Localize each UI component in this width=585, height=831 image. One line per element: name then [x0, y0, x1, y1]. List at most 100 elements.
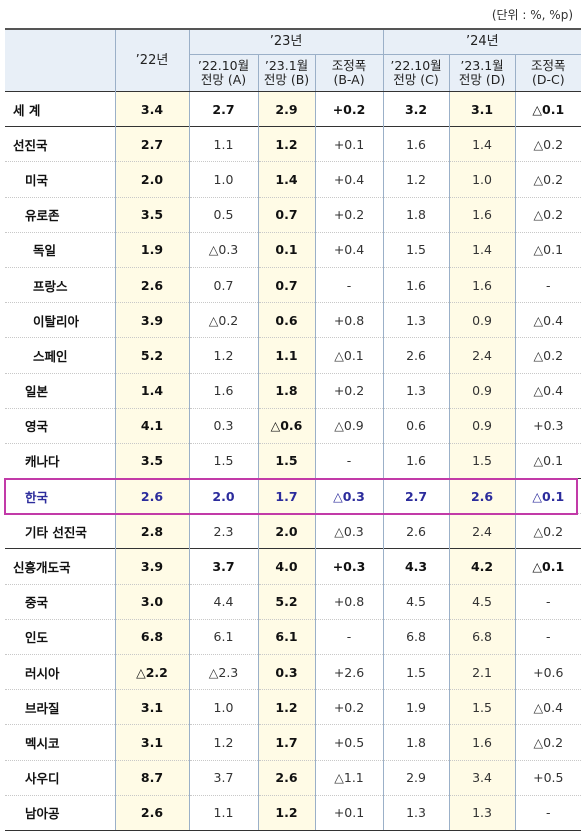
- table-cell: 1.4: [257, 161, 315, 198]
- table-cell: 1.6: [382, 443, 450, 480]
- table-cell: 3.1: [448, 90, 516, 128]
- table-cell: △0.1: [314, 337, 384, 374]
- table-cell: △0.2: [514, 724, 582, 761]
- table-cell: 3.2: [382, 90, 450, 128]
- table-cell: 1.6: [448, 267, 516, 304]
- table-cell: 2.7: [382, 478, 450, 515]
- table-cell: 0.5: [188, 197, 258, 233]
- header-oct-a-line2: 전망 (A): [200, 72, 247, 87]
- table-cell: 0.9: [448, 373, 516, 409]
- table-cell: 3.0: [114, 584, 189, 620]
- row-label: 미국: [5, 161, 115, 198]
- table-cell: 6.1: [188, 619, 258, 656]
- table-row-spain: 스페인 5.2 1.2 1.1 △0.1 2.6 2.4 △0.2: [5, 337, 582, 374]
- table-cell: 3.4: [114, 90, 189, 128]
- table-cell: 4.2: [448, 548, 516, 585]
- header-jan-d-line1: ’23.1월: [460, 58, 504, 73]
- table-cell: △0.3: [314, 513, 384, 550]
- table-cell: 1.7: [257, 724, 315, 761]
- header-adj-ba-line1: 조정폭: [331, 58, 367, 73]
- table-cell: +0.8: [314, 584, 384, 620]
- table-cell: 1.3: [382, 302, 450, 339]
- table-cell: -: [514, 267, 582, 304]
- table-cell: +0.8: [314, 302, 384, 339]
- header-corner: [5, 29, 115, 92]
- table-cell: 0.3: [257, 654, 315, 691]
- table-cell: △2.3: [188, 654, 258, 691]
- header-2022: ’22년: [114, 29, 189, 92]
- row-label: 한국: [5, 478, 115, 515]
- table-cell: 2.6: [382, 337, 450, 374]
- table-cell: +0.5: [314, 724, 384, 761]
- table-cell: 0.7: [257, 267, 315, 304]
- table-cell: 1.8: [257, 373, 315, 409]
- header-adj-dc-line2: (D-C): [531, 72, 565, 87]
- header-oct-a-line1: ’22.10월: [197, 58, 250, 73]
- table-cell: 4.5: [448, 584, 516, 620]
- row-label: 중국: [5, 584, 115, 620]
- table-cell: △0.1: [514, 232, 582, 268]
- table-cell: 2.4: [448, 513, 516, 550]
- table-cell: △0.9: [314, 408, 384, 444]
- table-cell: 4.0: [257, 548, 315, 585]
- table-cell: 1.9: [382, 689, 450, 726]
- table-cell: 1.5: [382, 654, 450, 691]
- table-cell: △0.4: [514, 373, 582, 409]
- table-cell: 3.5: [114, 197, 189, 233]
- table-row-uk: 영국 4.1 0.3 △0.6 △0.9 0.6 0.9 +0.3: [5, 408, 582, 444]
- table-cell: +0.2: [314, 197, 384, 233]
- table-cell: -: [314, 619, 384, 656]
- table-cell: 1.9: [114, 232, 189, 268]
- table-cell: 0.1: [257, 232, 315, 268]
- table-cell: △0.1: [514, 443, 582, 480]
- table-cell: +0.1: [314, 126, 384, 163]
- row-label: 이탈리아: [5, 302, 115, 339]
- table-cell: 2.6: [257, 760, 315, 796]
- row-label: 브라질: [5, 689, 115, 726]
- table-cell: △0.2: [514, 197, 582, 233]
- table-cell: 1.4: [448, 126, 516, 163]
- table-cell: △0.3: [314, 478, 384, 515]
- table-cell: 1.2: [257, 126, 315, 163]
- row-label: 멕시코: [5, 724, 115, 761]
- table-row-other-advanced: 기타 선진국 2.8 2.3 2.0 △0.3 2.6 2.4 △0.2: [5, 513, 582, 550]
- unit-label: (단위 : %, %p): [491, 8, 573, 22]
- table-cell: 3.1: [114, 689, 189, 726]
- table-cell: -: [314, 267, 384, 304]
- table-cell: △0.4: [514, 689, 582, 726]
- table-cell: △0.2: [188, 302, 258, 339]
- table-cell: 3.7: [188, 548, 258, 585]
- header-adjust-dc: 조정폭 (D-C): [514, 54, 582, 92]
- table-cell: 2.9: [257, 90, 315, 128]
- table-row-china: 중국 3.0 4.4 5.2 +0.8 4.5 4.5-: [5, 584, 582, 620]
- header-adj-dc-line1: 조정폭: [531, 58, 566, 73]
- table-row-advanced: 선진국 2.7 1.1 1.2 +0.1 1.6 1.4 △0.2: [5, 126, 582, 163]
- table-cell: 6.8: [382, 619, 450, 656]
- table-cell: +0.6: [514, 654, 582, 691]
- table-cell: 1.1: [188, 126, 258, 163]
- table-cell: 4.4: [188, 584, 258, 620]
- header-adj-ba-line2: (B-A): [333, 72, 365, 87]
- table-cell: 4.3: [382, 548, 450, 585]
- header-jan-d-line2: 전망 (D): [458, 72, 506, 87]
- table-row-germany: 독일 1.9 △0.3 0.1 +0.4 1.5 1.4 △0.1: [5, 232, 582, 268]
- table-cell: 0.6: [257, 302, 315, 339]
- table-cell: 3.9: [114, 302, 189, 339]
- table-cell: 1.5: [188, 443, 258, 480]
- row-label: 선진국: [5, 126, 115, 163]
- table-row-france: 프랑스 2.6 0.7 0.7-1.6 1.6-: [5, 267, 582, 304]
- table-cell: △1.1: [314, 760, 384, 796]
- table-cell: △0.2: [514, 513, 582, 550]
- table-row-russia: 러시아 △2.2 △2.3 0.3 +2.6 1.5 2.1 +0.6: [5, 654, 582, 691]
- row-label: 기타 선진국: [5, 513, 115, 550]
- table-cell: 1.0: [188, 161, 258, 198]
- table-cell: 1.0: [448, 161, 516, 198]
- table-row-world: 세 계 3.4 2.7 2.9 +0.2 3.2 3.1 △0.1: [5, 90, 582, 128]
- table-cell: 1.6: [382, 267, 450, 304]
- table-cell: 1.3: [382, 373, 450, 409]
- table-row-mexico: 멕시코 3.1 1.2 1.7 +0.5 1.8 1.6 △0.2: [5, 724, 582, 761]
- table-header: ’22년 ’23년 ’24년 ’22.10월 전망 (A) ’23.1월 전망 …: [5, 29, 582, 92]
- table-cell: 1.5: [257, 443, 315, 480]
- table-cell: -: [514, 619, 582, 656]
- table-cell: △0.2: [514, 161, 582, 198]
